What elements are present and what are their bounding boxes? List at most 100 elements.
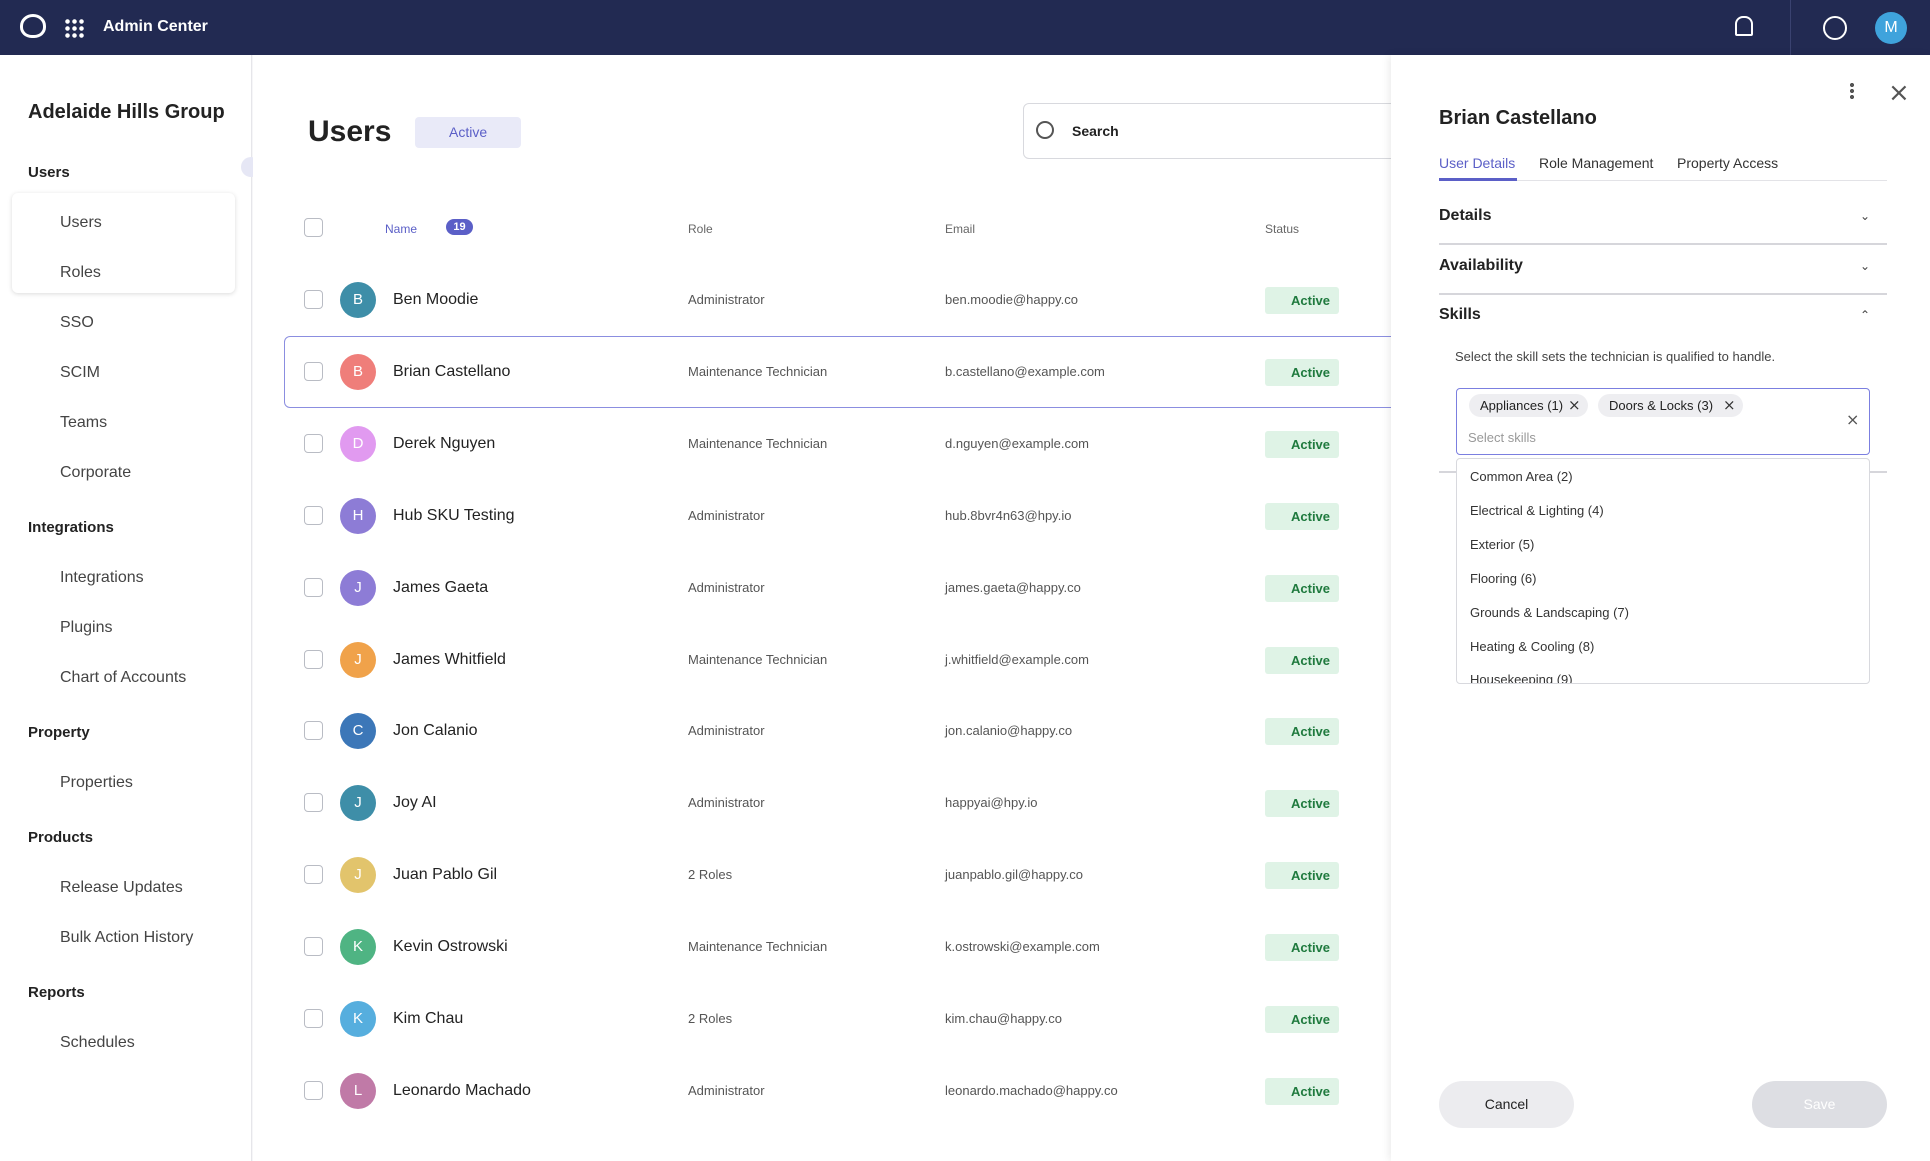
checkbox[interactable] bbox=[304, 290, 323, 309]
checkbox[interactable] bbox=[304, 721, 323, 741]
search-box[interactable]: Search bbox=[1023, 103, 1443, 159]
nav-item[interactable]: Corporate bbox=[60, 464, 132, 481]
skill-tag[interactable]: Appliances (1) bbox=[1469, 394, 1588, 417]
column-header[interactable]: Role bbox=[688, 222, 713, 236]
dropdown-option[interactable]: Grounds & Landscaping (7) bbox=[1470, 604, 1629, 620]
tag-remove[interactable]: × bbox=[1723, 396, 1736, 414]
avatar[interactable]: M bbox=[1875, 12, 1907, 44]
checkbox[interactable] bbox=[304, 793, 323, 813]
user-role: Administrator bbox=[688, 292, 765, 307]
skill-tag[interactable]: Doors & Locks (3) bbox=[1598, 394, 1743, 417]
nav-item[interactable]: SCIM bbox=[60, 364, 100, 381]
user-name[interactable]: Hub SKU Testing bbox=[393, 506, 515, 524]
user-name[interactable]: Joy AI bbox=[393, 794, 437, 812]
divider bbox=[1439, 293, 1887, 295]
user-avatar: J bbox=[340, 785, 376, 822]
nav-item[interactable]: Teams bbox=[60, 414, 108, 431]
user-email: james.gaeta@happy.co bbox=[945, 579, 1081, 595]
checkbox[interactable] bbox=[304, 937, 323, 957]
status-badge: Active bbox=[1265, 718, 1339, 746]
nav-item[interactable]: Chart of Accounts bbox=[60, 669, 187, 686]
section-header[interactable]: Details bbox=[1439, 207, 1492, 224]
user-name[interactable]: Derek Nguyen bbox=[393, 434, 496, 452]
user-email: leonardo.machado@happy.co bbox=[945, 1082, 1118, 1098]
user-name[interactable]: James Whitfield bbox=[393, 650, 506, 668]
skills-hint: Select the skill sets the technician is … bbox=[1455, 349, 1776, 364]
nav-item[interactable]: Bulk Action History bbox=[60, 929, 194, 946]
nav-item[interactable]: Properties bbox=[60, 774, 133, 791]
dropdown-option[interactable]: Electrical & Lighting (4) bbox=[1470, 502, 1604, 518]
section-header[interactable]: Availability bbox=[1439, 257, 1523, 274]
user-name[interactable]: James Gaeta bbox=[393, 578, 489, 596]
tab-line bbox=[1439, 180, 1887, 181]
user-role: Administrator bbox=[688, 579, 765, 595]
checkbox[interactable] bbox=[304, 1080, 323, 1100]
dropdown-option[interactable]: Housekeeping (9) bbox=[1470, 672, 1573, 684]
nav-item[interactable]: Schedules bbox=[60, 1034, 135, 1051]
user-role: 2 Roles bbox=[688, 867, 733, 883]
user-name[interactable]: Kevin Ostrowski bbox=[393, 938, 508, 956]
user-name[interactable]: Kim Chau bbox=[393, 1010, 464, 1027]
tab[interactable]: Property Access bbox=[1677, 155, 1779, 171]
checkbox[interactable] bbox=[304, 577, 323, 597]
status-badge: Active bbox=[1265, 430, 1339, 458]
user-avatar: J bbox=[340, 857, 376, 894]
save-btn[interactable]: Save bbox=[1752, 1081, 1887, 1128]
status-badge: Active bbox=[1265, 790, 1339, 818]
user-name[interactable]: Brian Castellano bbox=[393, 362, 511, 380]
checkbox[interactable] bbox=[304, 865, 323, 885]
nav-item[interactable]: SSO bbox=[60, 314, 94, 331]
status-badge: Active bbox=[1265, 934, 1339, 962]
column-header[interactable]: Status bbox=[1265, 222, 1300, 236]
user-avatar: J bbox=[340, 641, 376, 678]
tab[interactable]: Role Management bbox=[1539, 155, 1654, 171]
dropdown-option[interactable]: Common Area (2) bbox=[1470, 469, 1573, 484]
checkbox[interactable] bbox=[304, 433, 323, 453]
column-header[interactable]: Name bbox=[385, 222, 418, 236]
dropdown: Common Area (2) Electrical & Lighting (4)… bbox=[1456, 458, 1870, 684]
user-name[interactable]: Ben Moodie bbox=[393, 291, 479, 308]
nav-item[interactable]: Integrations bbox=[60, 569, 144, 586]
search-icon bbox=[1036, 121, 1054, 139]
user-name[interactable]: Leonardo Machado bbox=[393, 1081, 531, 1099]
user-name[interactable]: Juan Pablo Gil bbox=[393, 866, 498, 884]
user-role: Maintenance Technician bbox=[688, 363, 828, 379]
clear-btn[interactable]: × bbox=[1846, 410, 1860, 429]
section-title: Reports bbox=[28, 984, 85, 1001]
checkbox[interactable] bbox=[304, 505, 323, 525]
more-btn[interactable] bbox=[1850, 82, 1854, 100]
dropdown-option[interactable]: Flooring (6) bbox=[1470, 570, 1537, 586]
top-bar bbox=[0, 0, 1930, 55]
user-role: Maintenance Technician bbox=[688, 435, 828, 451]
divider bbox=[1439, 243, 1887, 245]
checkbox[interactable] bbox=[304, 361, 323, 381]
help[interactable] bbox=[1823, 16, 1847, 40]
nav-item[interactable]: Roles bbox=[60, 264, 101, 281]
checkbox[interactable] bbox=[304, 218, 323, 237]
bell[interactable] bbox=[1735, 16, 1753, 36]
select-placeholder: Select skills bbox=[1468, 430, 1536, 445]
tag-remove[interactable]: × bbox=[1568, 396, 1581, 414]
status-badge: Active bbox=[1265, 646, 1339, 674]
nav-item[interactable]: Users bbox=[60, 214, 102, 231]
section-header[interactable]: Skills bbox=[1439, 306, 1481, 323]
checkbox[interactable] bbox=[304, 649, 323, 669]
close-btn[interactable]: × bbox=[1888, 78, 1910, 108]
nav-item[interactable]: Plugins bbox=[60, 619, 113, 636]
user-avatar: D bbox=[340, 425, 376, 462]
checkbox[interactable] bbox=[304, 1009, 323, 1028]
user-name[interactable]: Jon Calanio bbox=[393, 722, 478, 740]
tab-active bbox=[1439, 178, 1517, 181]
user-email: ben.moodie@happy.co bbox=[945, 292, 1078, 307]
column-header[interactable]: Email bbox=[945, 222, 976, 236]
main-bg bbox=[253, 55, 1393, 1161]
dropdown-option[interactable]: Heating & Cooling (8) bbox=[1470, 638, 1595, 654]
cancel-btn[interactable]: Cancel bbox=[1439, 1081, 1574, 1128]
user-email: jon.calanio@happy.co bbox=[945, 723, 1073, 739]
nav-item[interactable]: Release Updates bbox=[60, 879, 183, 896]
status-badge: Active bbox=[1265, 1006, 1339, 1033]
dropdown-option[interactable]: Exterior (5) bbox=[1470, 536, 1535, 552]
filter-pill[interactable]: Active bbox=[415, 117, 521, 148]
tab[interactable]: User Details bbox=[1439, 155, 1516, 171]
